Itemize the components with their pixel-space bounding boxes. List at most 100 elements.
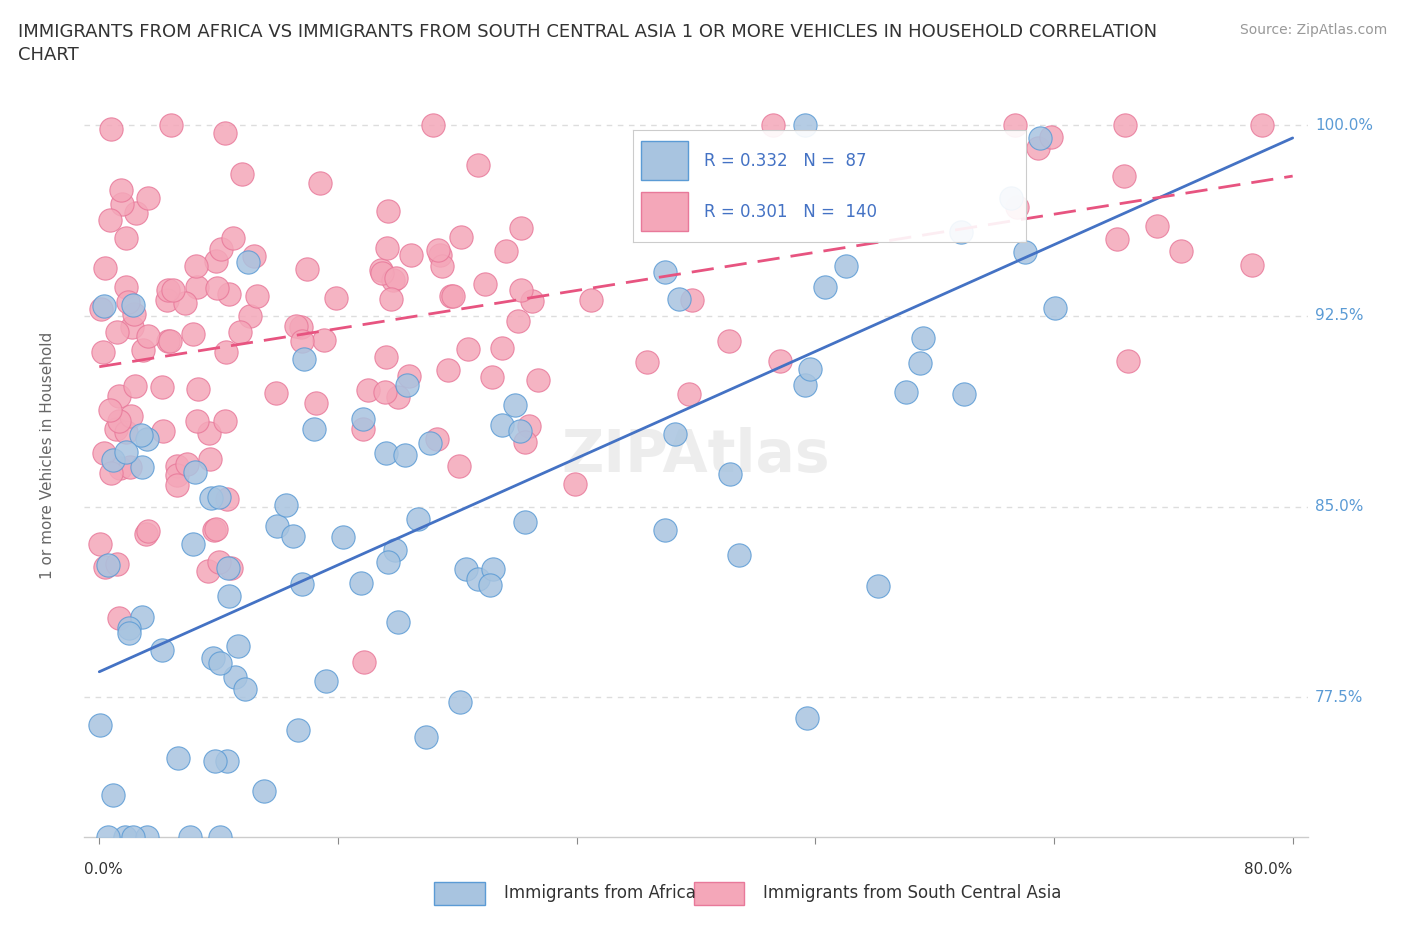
Point <box>114 424 136 439</box>
Point <box>912 330 935 345</box>
Point <box>506 313 529 328</box>
Point <box>103 787 125 802</box>
Point <box>243 248 266 263</box>
Point <box>350 576 373 591</box>
Point <box>150 379 173 394</box>
Point <box>527 372 550 387</box>
Point <box>115 445 138 459</box>
Point <box>236 255 259 270</box>
Point <box>908 355 931 370</box>
Point <box>208 490 231 505</box>
Point <box>1170 244 1192 259</box>
FancyBboxPatch shape <box>695 883 745 906</box>
Text: R = 0.301   N =  140: R = 0.301 N = 140 <box>703 203 876 220</box>
FancyBboxPatch shape <box>641 141 688 180</box>
Point <box>110 183 132 198</box>
Point <box>115 231 138 246</box>
Point <box>98 402 121 417</box>
Point <box>509 283 531 298</box>
Point <box>422 118 444 133</box>
Point <box>449 458 471 473</box>
Point <box>1116 353 1139 368</box>
Point <box>200 490 222 505</box>
Point <box>91 345 114 360</box>
Point <box>152 424 174 439</box>
Point <box>1004 118 1026 133</box>
Point <box>229 325 252 339</box>
Point <box>253 784 276 799</box>
Point <box>1251 118 1274 133</box>
Point <box>204 522 226 537</box>
Point <box>678 387 700 402</box>
Point <box>668 291 690 306</box>
Point <box>214 414 236 429</box>
Point <box>135 830 157 844</box>
Text: R = 0.332   N =  87: R = 0.332 N = 87 <box>703 153 866 170</box>
Point <box>457 341 479 356</box>
Text: CHART: CHART <box>18 46 79 64</box>
Point <box>370 262 392 277</box>
Point <box>132 343 155 358</box>
Point <box>491 340 513 355</box>
Point <box>181 537 204 551</box>
Point <box>513 434 536 449</box>
Point <box>794 378 817 392</box>
Point <box>866 578 889 593</box>
Point <box>93 560 115 575</box>
Point <box>481 370 503 385</box>
Point <box>377 204 399 219</box>
Point <box>121 320 143 335</box>
Point <box>370 265 392 280</box>
Point <box>415 730 437 745</box>
Point <box>187 381 209 396</box>
Point <box>517 418 540 433</box>
Text: 85.0%: 85.0% <box>1315 499 1364 514</box>
Point <box>167 751 190 765</box>
Point <box>467 571 489 586</box>
Point <box>353 655 375 670</box>
Point <box>181 326 204 341</box>
Point <box>509 424 531 439</box>
Point <box>467 158 489 173</box>
Point <box>136 328 159 343</box>
Point <box>218 589 240 604</box>
Point <box>184 464 207 479</box>
Point <box>131 610 153 625</box>
Point <box>93 445 115 460</box>
Point <box>179 830 201 844</box>
Point <box>294 352 316 366</box>
Point <box>352 411 374 426</box>
Text: Source: ZipAtlas.com: Source: ZipAtlas.com <box>1240 23 1388 37</box>
Point <box>505 398 527 413</box>
Point <box>1112 168 1135 183</box>
Point <box>1107 232 1129 246</box>
Point <box>117 294 139 309</box>
Point <box>94 261 117 276</box>
Point <box>166 468 188 483</box>
Point <box>380 291 402 306</box>
Point <box>564 476 586 491</box>
Point <box>384 542 406 557</box>
Point <box>398 368 420 383</box>
Point <box>108 611 131 626</box>
Point <box>419 435 441 450</box>
Point <box>117 620 139 635</box>
Point <box>479 578 502 592</box>
Point <box>89 537 111 551</box>
Point <box>156 292 179 307</box>
Point <box>117 626 139 641</box>
Point <box>198 426 221 441</box>
Point <box>894 385 917 400</box>
Point <box>727 547 749 562</box>
Point <box>107 414 129 429</box>
Text: 0.0%: 0.0% <box>84 862 124 877</box>
Point <box>184 259 207 273</box>
Point <box>284 319 307 334</box>
Point <box>159 334 181 349</box>
Point <box>136 523 159 538</box>
Point <box>131 459 153 474</box>
Point <box>799 362 821 377</box>
Point <box>246 288 269 303</box>
Point <box>264 385 287 400</box>
Point <box>381 273 404 288</box>
